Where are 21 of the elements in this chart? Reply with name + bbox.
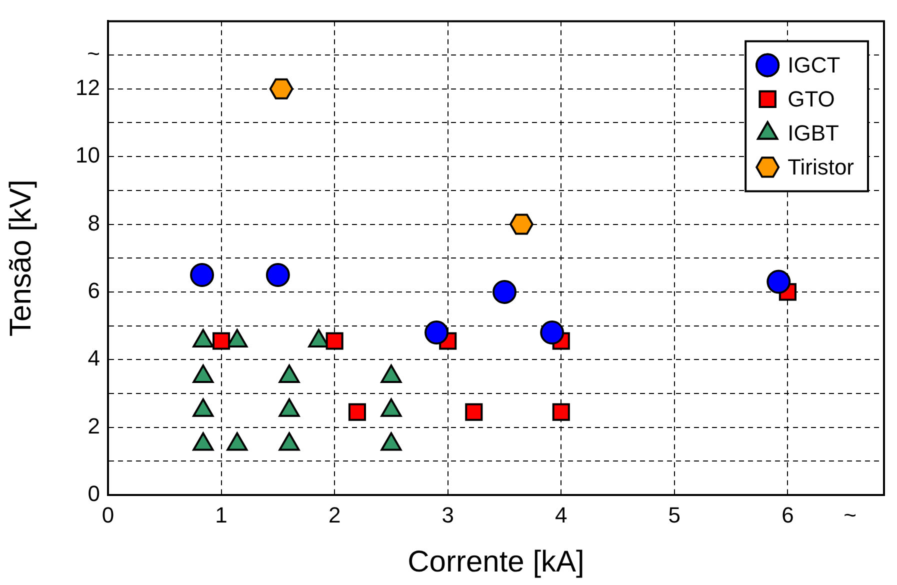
- legend-label: GTO: [788, 86, 835, 112]
- x-axis-title: Corrente [kA]: [408, 545, 584, 578]
- x-tick-label: 3: [442, 502, 454, 528]
- y-tick-label: 2: [88, 413, 100, 438]
- y-tick-label: 4: [88, 346, 100, 371]
- y-tick-label: ~: [87, 41, 100, 66]
- y-axis-title: Tensão [kV]: [4, 180, 38, 336]
- legend-label: IGBT: [788, 120, 839, 146]
- x-tick-label: 6: [782, 502, 794, 528]
- legend-label: IGCT: [788, 52, 840, 78]
- y-tick-label: 6: [88, 278, 100, 304]
- y-tick-label: 10: [76, 142, 100, 168]
- y-tick-label: 8: [88, 210, 100, 236]
- y-tick-label: 0: [88, 481, 100, 506]
- x-tick-label: 1: [215, 502, 228, 528]
- y-tick-label: 12: [76, 74, 100, 100]
- x-tick-label: ~: [844, 502, 856, 528]
- x-tick-label: 5: [668, 502, 681, 528]
- x-tick-label: 4: [555, 502, 568, 528]
- legend-label: Tiristor: [788, 154, 854, 180]
- x-tick-label: 2: [328, 502, 341, 528]
